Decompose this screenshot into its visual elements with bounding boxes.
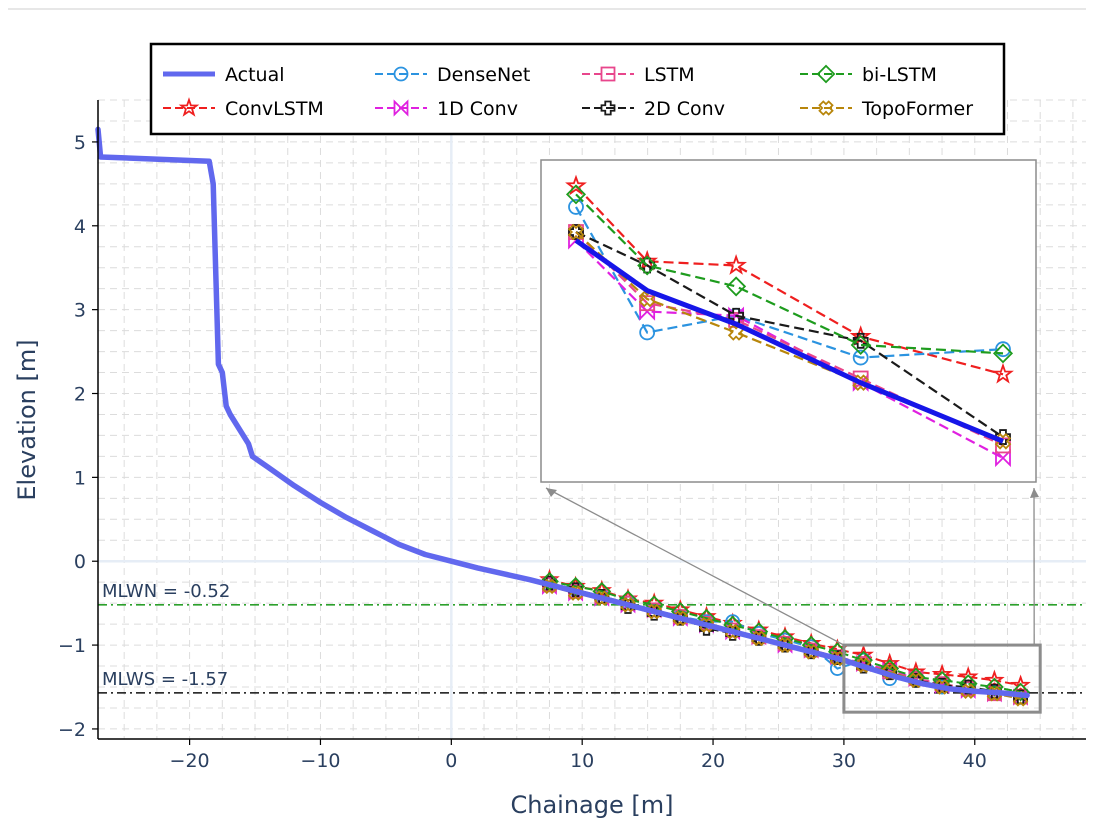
cross-marker (728, 307, 745, 324)
legend-label: bi-LSTM (862, 64, 937, 86)
inset-series-bi-lstm (565, 184, 1014, 364)
x-marker (818, 100, 834, 116)
diamond-marker (637, 255, 658, 276)
zoom-arrowhead-left (546, 488, 557, 497)
y-tick-label: −2 (58, 719, 86, 741)
diamond-marker (850, 334, 871, 356)
inset-series-line (575, 193, 1004, 355)
inset-series-line (575, 231, 1004, 439)
legend-item-topoformer: TopoFormer (800, 98, 973, 120)
inset-actual-line (574, 238, 1004, 444)
legend-item-1d-conv: 1D Conv (375, 98, 518, 120)
x-tick-label: 10 (570, 750, 594, 772)
zoom-connector-left (545, 487, 845, 646)
diamond-marker (565, 184, 587, 205)
y-tick-label: 5 (74, 132, 86, 154)
x-tick-label: −10 (300, 750, 340, 772)
circle-marker (995, 341, 1011, 358)
y-tick-label: 3 (74, 300, 86, 322)
diamond-marker (1011, 682, 1030, 702)
y-axis-title: Elevation [m] (13, 339, 41, 500)
y-tick-label: 1 (74, 467, 86, 489)
reference-lines: MLWN = -0.52 MLWS = -1.57 (98, 581, 1086, 694)
star-marker (696, 605, 717, 626)
legend-label: 1D Conv (437, 98, 518, 120)
circle-marker (568, 199, 584, 215)
y-tick-label: 2 (74, 384, 86, 406)
x-tick-label: 30 (832, 750, 856, 772)
zoom-source-box (842, 643, 1042, 714)
star-marker (984, 669, 1005, 690)
diamond-marker (992, 343, 1014, 364)
legend-box (149, 42, 1006, 136)
bowtie-marker (393, 99, 409, 117)
x-marker (994, 432, 1012, 450)
circle-marker (393, 66, 409, 82)
x-tick-label: 0 (445, 750, 457, 772)
cross-marker (852, 332, 869, 349)
series-line (549, 580, 1021, 693)
legend-item-densenet: DenseNet (375, 64, 530, 86)
x-marker (881, 664, 898, 680)
x-marker (567, 223, 585, 241)
x-marker (638, 290, 656, 308)
legend-item-actual: Actual (163, 64, 285, 86)
legend-label: 2D Conv (644, 98, 725, 120)
legend-label: TopoFormer (861, 98, 973, 120)
circle-marker (639, 324, 656, 341)
star-marker (853, 644, 874, 664)
zoom-arrowhead-right (1030, 488, 1039, 498)
inset-frame (540, 159, 1037, 483)
legend-label: ConvLSTM (225, 98, 324, 120)
star-marker (670, 598, 691, 619)
series-layer (95, 126, 1031, 707)
y-tick-label: −1 (58, 635, 86, 657)
y-tick-label: 4 (74, 216, 86, 238)
inset-series-line (575, 185, 1004, 376)
legend-label: DenseNet (437, 64, 530, 86)
legend: Actual DenseNet LSTM bi-LSTM ConvLSTM 1D Conv… (149, 42, 1006, 136)
square-marker (995, 437, 1011, 454)
star-marker (1010, 674, 1031, 695)
square-marker (600, 66, 616, 82)
legend-label: Actual (225, 64, 285, 86)
legend-label: LSTM (644, 64, 695, 86)
legend-item-lstm: LSTM (582, 64, 695, 86)
reference-label: MLWN = -0.52 (102, 581, 230, 602)
x-axis-title: Chainage [m] (511, 791, 674, 819)
actual-line (95, 126, 1030, 699)
y-tick-label: 0 (74, 551, 86, 573)
diamond-marker (816, 64, 836, 84)
circle-marker (852, 349, 869, 366)
legend-item-convlstm: ConvLSTM (163, 97, 324, 120)
legend-item-2d-conv: 2D Conv (582, 98, 725, 120)
star-marker (565, 174, 587, 196)
star-marker (992, 362, 1014, 384)
x-tick-label: −20 (170, 750, 210, 772)
zoom-inset (540, 159, 1042, 714)
x-tick-label: 40 (963, 750, 987, 772)
diamond-marker (566, 576, 586, 596)
cross-marker (600, 100, 616, 116)
star-marker (725, 254, 747, 275)
reference-label: MLWS = -1.57 (102, 669, 228, 690)
legend-item-bi-lstm: bi-LSTM (800, 64, 937, 86)
x-tick-label: 20 (701, 750, 725, 772)
diamond-marker (726, 276, 747, 297)
star-marker (178, 97, 200, 117)
